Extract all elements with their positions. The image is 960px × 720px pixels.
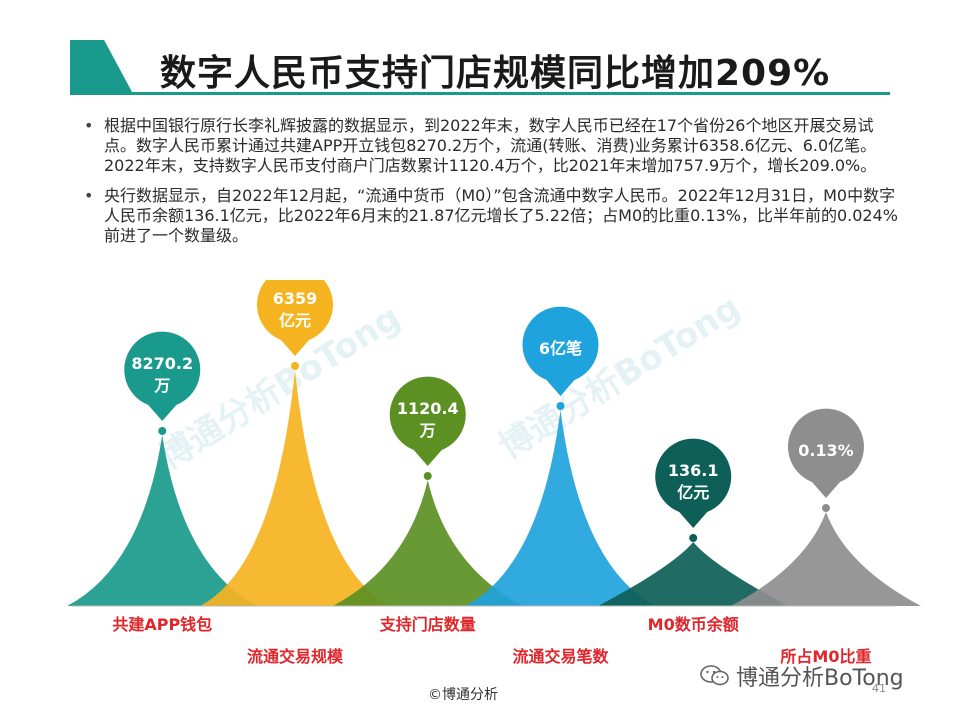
bullet-item: 根据中国银行原行长李礼辉披露的数据显示，到2022年末，数字人民币已经在17个省… (80, 116, 900, 176)
peak-dot (556, 402, 565, 410)
value-bubble (522, 306, 599, 396)
peak-shape (67, 435, 258, 606)
bubble-value-text: 万 (419, 421, 436, 440)
bubble-value-text: 万 (153, 376, 170, 395)
peak-dot (290, 362, 299, 370)
bubble-value-text: 6359 (273, 289, 318, 308)
peak-shape (730, 512, 921, 606)
bubble-value-text: 1120.4 (397, 399, 459, 418)
bubble-value-text: 8270.2 (131, 354, 193, 373)
bubble-value-text: 亿元 (279, 311, 311, 330)
page-title: 数字人民币支持门店规模同比增加209% (160, 53, 831, 94)
peak-dot (689, 534, 698, 542)
bullet-item: 央行数据显示，自2022年12月起，“流通中货币（M0）”包含流通中数字人民币。… (80, 186, 900, 246)
bubble-value-text: 0.13% (798, 441, 854, 460)
peak-shape (199, 370, 390, 606)
category-label: 支持门店数量 (379, 615, 476, 634)
peak-dot (423, 472, 432, 480)
page-number: 41 (872, 682, 886, 695)
title-bar (70, 40, 890, 95)
value-bubble (389, 376, 466, 466)
value-bubble (256, 280, 333, 356)
category-label: 所占M0比重 (780, 647, 871, 666)
peak-shape (598, 542, 789, 606)
wechat-account-tag: 博通分析BoTong (700, 660, 904, 692)
peak-shape (332, 480, 523, 606)
value-bubble (655, 438, 732, 528)
bubble-value-text: 6亿笔 (539, 339, 582, 358)
bubble-value-text: 亿元 (677, 483, 709, 502)
category-label: 共建APP钱包 (112, 615, 212, 634)
wechat-account-name: 博通分析BoTong (736, 666, 904, 691)
wechat-icon (700, 664, 730, 688)
value-bubble (787, 408, 864, 498)
copyright-footer: ©博通分析 (428, 687, 498, 703)
peak-dot (821, 504, 830, 512)
category-label: 流通交易笔数 (512, 647, 609, 666)
bullet-list: 根据中国银行原行长李礼辉披露的数据显示，到2022年末，数字人民币已经在17个省… (80, 116, 900, 256)
bubble-value-text: 136.1 (668, 461, 719, 480)
category-label: 流通交易规模 (247, 647, 344, 666)
peak-shape (465, 410, 656, 606)
category-label: M0数币余额 (648, 615, 739, 634)
peak-dot (158, 427, 167, 435)
value-bubble (124, 331, 201, 421)
